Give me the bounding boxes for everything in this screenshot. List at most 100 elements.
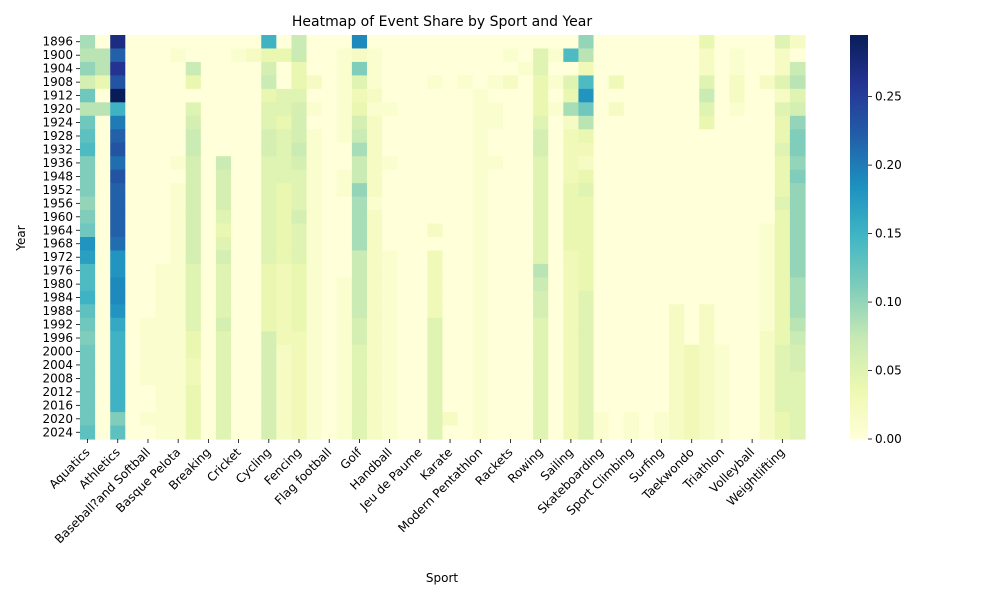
heatmap-cell <box>170 61 187 76</box>
heatmap-cell <box>457 290 474 305</box>
heatmap-cell <box>623 129 640 144</box>
heatmap-cell <box>472 304 489 319</box>
heatmap-cell <box>276 102 293 117</box>
heatmap-cell <box>789 223 806 238</box>
heatmap-cell <box>95 196 111 211</box>
heatmap-cell <box>608 48 625 63</box>
heatmap-cell <box>774 183 791 198</box>
heatmap-cell <box>125 169 142 184</box>
heatmap-cell <box>306 304 323 319</box>
heatmap-cell <box>729 344 746 359</box>
heatmap-cell <box>125 263 142 278</box>
heatmap-cell <box>684 156 700 171</box>
heatmap-cell <box>276 290 293 305</box>
heatmap-cell <box>548 88 564 103</box>
heatmap-cell <box>774 304 791 319</box>
heatmap-cell <box>215 317 232 332</box>
heatmap-cell <box>351 371 368 386</box>
heatmap-cell <box>684 223 700 238</box>
heatmap-cell <box>276 196 293 211</box>
heatmap-cell <box>714 210 731 225</box>
heatmap-cell <box>231 237 247 252</box>
heatmap-cell <box>714 223 731 238</box>
heatmap-cell <box>140 142 157 157</box>
heatmap-cell <box>427 169 444 184</box>
heatmap-cell <box>638 223 655 238</box>
heatmap-cell <box>246 263 262 278</box>
heatmap-cell <box>699 371 715 386</box>
heatmap-cell <box>472 317 489 332</box>
y-tick-label: 1924 <box>42 116 73 130</box>
heatmap-cell <box>759 75 776 90</box>
heatmap-cell <box>533 371 549 386</box>
heatmap-cell <box>518 304 534 319</box>
heatmap-cell <box>623 196 640 211</box>
heatmap-cell <box>261 223 277 238</box>
heatmap-cell <box>714 358 731 373</box>
y-tick-label: 1920 <box>42 102 73 116</box>
heatmap-cell <box>351 196 368 211</box>
heatmap-cell <box>744 250 761 265</box>
heatmap-cell <box>366 183 383 198</box>
heatmap-cell <box>200 398 217 413</box>
heatmap-cell <box>457 35 474 50</box>
heatmap-cell <box>246 88 262 103</box>
heatmap-cell <box>382 344 398 359</box>
heatmap-cell <box>578 169 595 184</box>
heatmap-cell <box>397 344 413 359</box>
heatmap-cell <box>155 290 172 305</box>
heatmap-cell <box>774 371 791 386</box>
heatmap-cell <box>714 371 731 386</box>
heatmap-cell <box>351 358 368 373</box>
heatmap-cell <box>623 142 640 157</box>
heatmap-cell <box>427 61 444 76</box>
heatmap-cell <box>502 210 519 225</box>
heatmap-cell <box>110 398 126 413</box>
heatmap-cell <box>366 412 383 427</box>
heatmap-cell <box>246 412 262 427</box>
heatmap-cell <box>366 35 383 50</box>
heatmap-cell <box>487 304 504 319</box>
heatmap-cell <box>276 304 293 319</box>
heatmap-cell <box>442 88 459 103</box>
heatmap-cell <box>80 304 96 319</box>
heatmap-cell <box>533 412 549 427</box>
heatmap-cell <box>593 344 610 359</box>
heatmap-cell <box>427 290 444 305</box>
heatmap-cell <box>653 88 670 103</box>
heatmap-cell <box>351 88 368 103</box>
heatmap-cell <box>215 398 232 413</box>
heatmap-cell <box>321 75 338 90</box>
heatmap-cell <box>397 88 413 103</box>
heatmap-cell <box>351 48 368 63</box>
heatmap-cell <box>291 35 308 50</box>
heatmap-cell <box>789 344 806 359</box>
heatmap-cell <box>653 142 670 157</box>
heatmap-cell <box>200 412 217 427</box>
heatmap-cell <box>502 398 519 413</box>
heatmap-cell <box>215 196 232 211</box>
heatmap-cell <box>699 290 715 305</box>
heatmap-cell <box>155 223 172 238</box>
heatmap-cell <box>397 358 413 373</box>
heatmap-cell <box>744 48 761 63</box>
heatmap-cell <box>231 156 247 171</box>
heatmap-cell <box>200 142 217 157</box>
heatmap-cell <box>185 290 202 305</box>
heatmap-cell <box>382 88 398 103</box>
heatmap-cell <box>669 290 685 305</box>
heatmap-cell <box>366 358 383 373</box>
heatmap-cell <box>608 169 625 184</box>
heatmap-cell <box>759 223 776 238</box>
heatmap-cell <box>80 102 96 117</box>
y-tick-label: 2004 <box>42 358 73 372</box>
heatmap-cell <box>669 48 685 63</box>
heatmap-cell <box>533 88 549 103</box>
heatmap-cell <box>185 223 202 238</box>
heatmap-cell <box>125 277 142 292</box>
heatmap-cell <box>442 358 459 373</box>
heatmap-cell <box>80 35 96 50</box>
heatmap-cell <box>638 35 655 50</box>
heatmap-cell <box>578 385 595 400</box>
heatmap-cell <box>518 142 534 157</box>
